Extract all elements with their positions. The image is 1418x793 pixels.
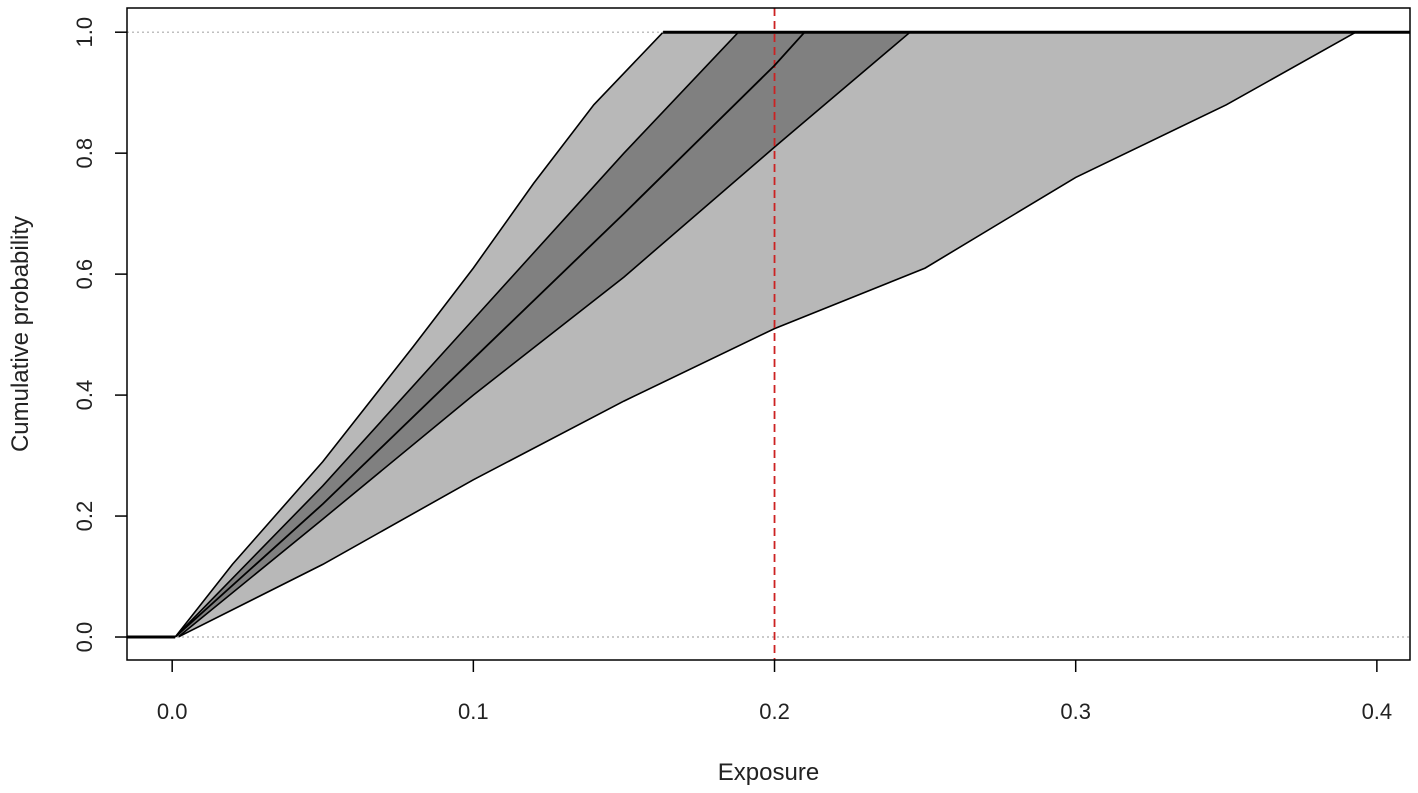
y-tick-label: 0.4	[72, 380, 97, 411]
band-1-upper-line	[174, 31, 739, 638]
x-tick-label: 0.3	[1060, 699, 1091, 724]
median-line-0	[174, 31, 806, 638]
band-0-lower-line	[177, 31, 1357, 638]
y-tick-label: 0.0	[72, 622, 97, 653]
x-tick-label: 0.0	[157, 699, 188, 724]
band-1-lower-line	[177, 31, 911, 638]
y-axis-title: Cumulative probability	[7, 216, 34, 452]
band-1	[175, 32, 911, 637]
x-tick-label: 0.1	[458, 699, 489, 724]
y-tick-label: 0.2	[72, 501, 97, 532]
x-axis-title: Exposure	[718, 759, 819, 786]
band-0-upper-line	[174, 31, 664, 638]
y-tick-label: 0.6	[72, 259, 97, 290]
x-tick-label: 0.2	[759, 699, 790, 724]
plot-frame	[126, 7, 1411, 661]
confidence-bands	[174, 31, 1357, 638]
y-tick-label: 0.8	[72, 138, 97, 169]
median-curves	[127, 30, 1410, 639]
x-tick-label: 0.4	[1362, 699, 1393, 724]
x-axis: 0.0 0.1 0.2 0.3 0.4	[157, 660, 1392, 724]
y-tick-label: 1.0	[72, 17, 97, 48]
band-0	[175, 32, 1356, 637]
y-axis: 0.0 0.2 0.4 0.6 0.8 1.0	[72, 17, 127, 652]
